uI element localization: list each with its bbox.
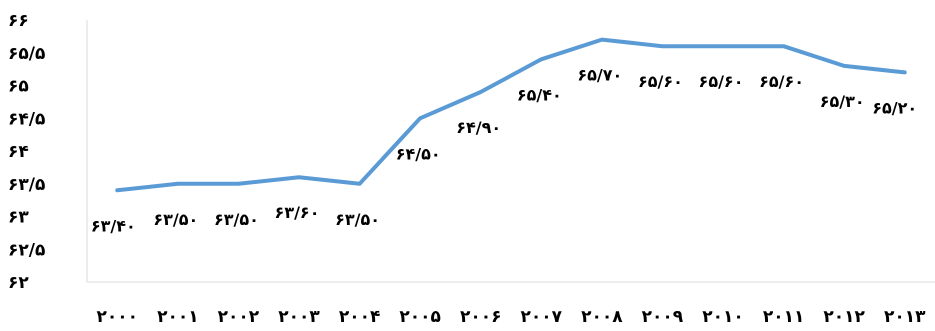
y-tick-label: ۶۵/۵ xyxy=(8,44,45,64)
x-tick-label: ۲۰۰۹ xyxy=(642,307,684,327)
x-axis: ۲۰۰۰ ۲۰۰۱ ۲۰۰۲ ۲۰۰۳ ۲۰۰۴ ۲۰۰۵ ۲۰۰۶ ۲۰۰۷ ۲۰۰۸ ۲۰۰۹… xyxy=(87,281,935,327)
x-tick-label: ۲۰۱۰ xyxy=(702,307,744,327)
y-axis: ۶۲ ۶۲/۵ ۶۳ ۶۳/۵ ۶۴ ۶۴/۵ ۶۵ ۶۵/۵ ۶۶ xyxy=(8,11,88,293)
x-tick-label: ۲۰۰۴ xyxy=(339,307,381,327)
y-tick-label: ۶۴ xyxy=(8,142,29,162)
series-line xyxy=(115,37,907,193)
x-tick-label: ۲۰۰۲ xyxy=(218,307,260,327)
y-tick-label: ۶۴/۵ xyxy=(8,109,45,129)
x-tick-label: ۲۰۰۷ xyxy=(521,307,563,327)
x-tick-label: ۲۰۰۱ xyxy=(157,307,199,327)
data-label: ۶۳/۵۰ xyxy=(214,210,259,229)
data-label: ۶۴/۵۰ xyxy=(396,144,441,163)
data-label: ۶۵/۷۰ xyxy=(577,66,622,85)
x-tick-label: ۲۰۰۳ xyxy=(278,307,320,327)
data-label: ۶۳/۶۰ xyxy=(275,203,320,222)
y-tick-label: ۶۵ xyxy=(8,77,29,97)
data-label: ۶۵/۶۰ xyxy=(699,72,744,91)
data-label: ۶۵/۲۰ xyxy=(872,98,917,117)
y-tick-label: ۶۳/۵ xyxy=(8,175,45,195)
data-label: ۶۳/۴۰ xyxy=(91,216,136,235)
y-tick-label: ۶۳ xyxy=(8,208,29,228)
data-label: ۶۵/۶۰ xyxy=(638,72,683,91)
x-tick-label: ۲۰۱۳ xyxy=(884,307,926,327)
y-tick-label: ۶۲ xyxy=(8,273,29,293)
x-tick-label: ۲۰۰۰ xyxy=(97,307,139,327)
x-tick-label: ۲۰۰۸ xyxy=(581,307,623,327)
x-tick-label: ۲۰۰۵ xyxy=(399,307,441,327)
y-tick-label: ۶۶ xyxy=(8,11,29,31)
data-label: ۶۵/۶۰ xyxy=(759,72,804,91)
x-tick-label: ۲۰۰۶ xyxy=(460,307,502,327)
x-tick-label: ۲۰۱۲ xyxy=(823,307,865,327)
series-layer xyxy=(115,37,907,193)
data-label: ۶۵/۴۰ xyxy=(517,85,562,104)
x-tick-label: ۲۰۱۱ xyxy=(763,307,805,327)
y-tick-label: ۶۲/۵ xyxy=(8,240,45,260)
data-labels: ۶۳/۴۰ ۶۳/۵۰ ۶۳/۵۰ ۶۳/۶۰ ۶۳/۵۰ ۶۴/۵۰ ۶۴/۹۰ ۶۵/۴۰… xyxy=(91,66,917,236)
data-label: ۶۳/۵۰ xyxy=(335,210,380,229)
data-label: ۶۴/۹۰ xyxy=(456,118,501,137)
data-label: ۶۵/۳۰ xyxy=(820,92,865,111)
data-label: ۶۳/۵۰ xyxy=(153,210,198,229)
